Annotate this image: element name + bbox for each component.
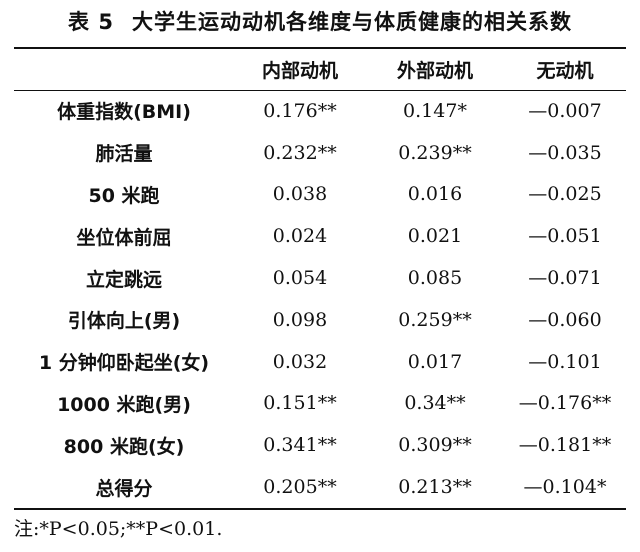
row-label: 50 米跑 [88,184,160,207]
table-cell: 0.032 [272,350,328,373]
row-label: 800 米跑(女) [63,435,185,458]
table-cell: —0.035 [528,141,602,164]
table-cell: —0.007 [528,99,602,122]
table-cell: 0.176** [263,99,337,122]
header-cell-extrinsic: 外部动机 [396,60,473,82]
header-cell-blank [14,49,234,90]
table-row: 坐位体前屈 0.024 0.021 —0.051 [14,215,626,257]
table-cell: 0.085 [407,267,463,290]
table-row: 50 米跑 0.038 0.016 —0.025 [14,174,626,216]
header-cell-intrinsic: 内部动机 [261,60,338,82]
table-cell: 0.054 [272,267,328,290]
row-label: 体重指数(BMI) [57,101,191,124]
table-cell: 0.239** [398,141,472,164]
table-title: 大学生运动动机各维度与体质健康的相关系数 [131,10,572,34]
row-label: 坐位体前屈 [76,226,172,249]
table-cell: 0.213** [398,476,472,499]
table-cell: 0.021 [407,225,463,248]
header-rule [14,90,626,91]
table-row: 1 分钟仰卧起坐(女) 0.032 0.017 —0.101 [14,341,626,383]
table-header-row: 内部动机 外部动机 无动机 [14,49,626,90]
table-cell: 0.038 [272,183,328,206]
table-cell: 0.016 [407,183,463,206]
table-row: 肺活量 0.232** 0.239** —0.035 [14,132,626,174]
table-cell: —0.176** [518,392,612,415]
row-label: 1000 米跑(男) [57,393,191,416]
table-cell: 0.34** [404,392,466,415]
table-footnote: 注:*P<0.05;**P<0.01. [14,518,223,540]
row-label: 肺活量 [95,143,153,166]
table-cell: —0.181** [518,434,612,457]
row-label: 引体向上(男) [67,310,181,333]
table-cell: 0.259** [398,308,472,331]
table-cell: —0.071 [528,267,602,290]
table-cell: 0.309** [398,434,472,457]
table-row: 立定跳远 0.054 0.085 —0.071 [14,257,626,299]
table-cell: —0.051 [528,225,602,248]
table-cell: —0.025 [528,183,602,206]
table-cell: —0.060 [528,308,602,331]
table-row: 总得分 0.205** 0.213** —0.104* [14,466,626,508]
table-row: 1000 米跑(男) 0.151** 0.34** —0.176** [14,383,626,425]
table-cell: 0.147* [403,99,467,122]
top-rule [14,47,626,49]
table-row: 800 米跑(女) 0.341** 0.309** —0.181** [14,424,626,466]
table-caption: 表 5 大学生运动动机各维度与体质健康的相关系数 [0,6,640,36]
table-cell: 0.151** [263,392,337,415]
header-cell-amotivation: 无动机 [536,60,594,82]
table-cell: 0.017 [407,350,463,373]
table-cell: —0.104* [523,476,607,499]
table-cell: 0.098 [272,308,328,331]
bottom-rule [14,508,626,510]
row-label: 总得分 [95,477,153,500]
correlation-table: 内部动机 外部动机 无动机 体重指数(BMI) 0.176** 0.147* —0.0… [14,49,626,508]
table-row: 体重指数(BMI) 0.176** 0.147* —0.007 [14,90,626,132]
row-label: 1 分钟仰卧起坐(女) [38,352,210,375]
table-cell: 0.341** [263,434,337,457]
row-label: 立定跳远 [85,268,162,291]
table-cell: —0.101 [528,350,602,373]
table-cell: 0.024 [272,225,328,248]
table-cell: 0.205** [263,476,337,499]
table-cell: 0.232** [263,141,337,164]
table-number: 表 5 [68,10,114,34]
table-row: 引体向上(男) 0.098 0.259** —0.060 [14,299,626,341]
